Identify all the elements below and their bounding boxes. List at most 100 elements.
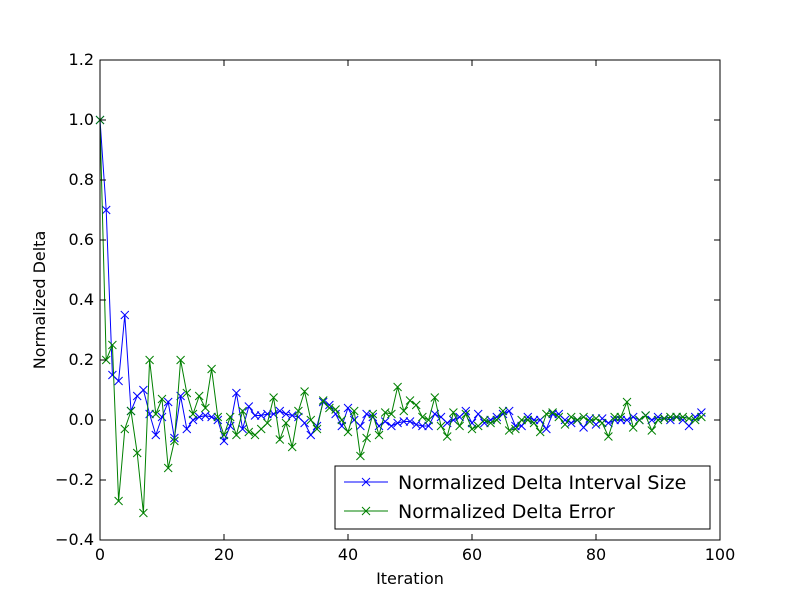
data-point — [331, 405, 340, 414]
marker-stroke — [170, 436, 179, 446]
y-tick-label: 0.2 — [69, 350, 94, 369]
data-point — [194, 391, 204, 401]
marker-stroke — [504, 426, 514, 435]
data-point — [244, 402, 254, 411]
data-point — [535, 427, 545, 437]
marker-stroke — [139, 385, 148, 395]
data-point — [566, 412, 576, 422]
data-point — [529, 418, 539, 428]
marker-stroke — [380, 417, 390, 426]
marker-stroke — [399, 417, 409, 426]
marker-stroke — [647, 426, 657, 435]
data-point — [163, 463, 173, 473]
data-point — [610, 412, 619, 422]
data-point — [380, 408, 390, 417]
marker-stroke — [213, 415, 223, 425]
data-point — [300, 387, 309, 396]
marker-stroke — [579, 412, 588, 422]
data-point — [108, 340, 117, 350]
data-point — [560, 415, 570, 425]
marker-stroke — [393, 418, 402, 428]
marker-stroke — [176, 355, 185, 365]
marker-stroke — [182, 388, 192, 398]
marker-stroke — [610, 412, 619, 422]
data-point — [213, 412, 223, 422]
data-point — [548, 408, 557, 417]
data-point — [387, 409, 396, 419]
marker-stroke — [188, 409, 198, 419]
legend: Normalized Delta Interval Size Normalize… — [334, 465, 711, 530]
marker-stroke — [325, 400, 334, 410]
marker-stroke — [511, 424, 520, 434]
data-point — [399, 417, 409, 426]
data-point — [170, 436, 179, 446]
data-point — [579, 412, 588, 422]
data-point — [157, 394, 167, 404]
marker-stroke — [219, 430, 229, 440]
data-point — [163, 397, 173, 407]
data-point — [343, 403, 353, 413]
data-point — [114, 376, 123, 386]
data-point — [362, 433, 371, 443]
marker-stroke — [182, 424, 192, 434]
data-point — [151, 409, 161, 419]
marker-stroke — [114, 496, 123, 506]
marker-stroke — [560, 415, 570, 425]
legend-marker-error — [361, 506, 371, 516]
data-point — [244, 427, 254, 437]
marker-stroke — [393, 382, 402, 392]
marker-stroke — [628, 412, 638, 422]
data-point — [659, 414, 669, 423]
ticks-group: 0 20 40 60 80 100 −0.4 −0.2 0.0 0.2 0.4 0.6 0.8 1.0 1.… — [55, 50, 735, 564]
marker-stroke — [461, 406, 471, 416]
marker-stroke — [250, 411, 260, 420]
marker-stroke — [213, 412, 223, 422]
marker-stroke — [659, 414, 669, 423]
data-point — [647, 426, 657, 435]
data-point — [312, 424, 322, 434]
x-tick-label: 100 — [705, 545, 736, 564]
y-tick-label: −0.2 — [55, 470, 94, 489]
marker-stroke — [616, 412, 626, 422]
data-point — [393, 382, 402, 392]
series-group — [95, 115, 706, 518]
marker-stroke — [157, 412, 167, 422]
marker-stroke — [163, 397, 173, 407]
marker-stroke — [101, 355, 111, 365]
data-point — [139, 385, 148, 395]
data-point — [101, 205, 111, 215]
data-point — [225, 412, 235, 422]
data-point — [467, 424, 477, 434]
data-point — [120, 310, 130, 320]
data-point — [542, 424, 551, 434]
data-point — [300, 418, 309, 428]
data-point — [356, 451, 365, 461]
marker-stroke — [517, 415, 526, 425]
marker-stroke — [163, 463, 173, 473]
marker-stroke — [194, 412, 204, 422]
data-point — [573, 415, 582, 425]
data-point — [219, 430, 229, 440]
series-line-1 — [99, 119, 702, 514]
marker-stroke — [697, 412, 706, 422]
marker-stroke — [647, 415, 657, 425]
marker-stroke — [244, 427, 254, 437]
marker-stroke — [361, 506, 371, 516]
marker-stroke — [616, 415, 626, 425]
marker-stroke — [269, 393, 278, 402]
marker-stroke — [343, 427, 353, 437]
x-tick-label: 40 — [338, 545, 358, 564]
marker-stroke — [449, 408, 458, 417]
marker-stroke — [436, 421, 446, 431]
marker-stroke — [349, 415, 359, 425]
data-point — [387, 421, 396, 431]
marker-stroke — [151, 409, 161, 419]
data-point — [461, 406, 471, 416]
legend-label-error: Normalized Delta Error — [398, 501, 615, 523]
marker-stroke — [591, 414, 601, 423]
data-point — [480, 415, 489, 425]
data-point — [498, 406, 508, 416]
data-point — [616, 412, 626, 422]
data-point — [480, 418, 489, 428]
